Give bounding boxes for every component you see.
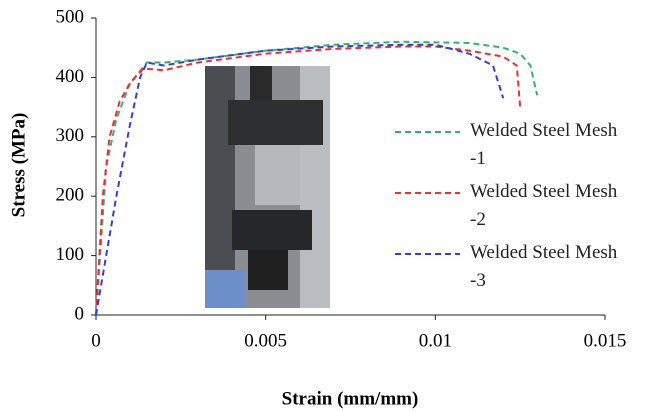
y-tick-label: 0 xyxy=(75,303,85,324)
x-axis-label: Strain (mm/mm) xyxy=(282,388,419,409)
y-tick-label: 500 xyxy=(56,6,85,27)
y-tick-label: 400 xyxy=(56,66,85,87)
series-line xyxy=(95,40,539,316)
series-line xyxy=(95,43,505,316)
x-tick-label: 0.005 xyxy=(244,330,287,351)
legend-label: Welded Steel Mesh -3 xyxy=(470,242,618,291)
series-line xyxy=(95,45,522,316)
y-axis-label: Stress (MPa) xyxy=(8,113,29,218)
x-tick-label: 0 xyxy=(91,330,101,351)
legend-label: Welded Steel Mesh -2 xyxy=(470,181,618,230)
x-tick-label: 0.01 xyxy=(419,330,452,351)
legend-label: Welded Steel Mesh -1 xyxy=(470,120,618,169)
y-tick-label: 300 xyxy=(56,125,85,146)
y-tick-label: 100 xyxy=(56,244,85,265)
x-tick-label: 0.015 xyxy=(584,330,627,351)
photo-inset xyxy=(205,66,330,308)
y-tick-label: 200 xyxy=(56,185,85,206)
